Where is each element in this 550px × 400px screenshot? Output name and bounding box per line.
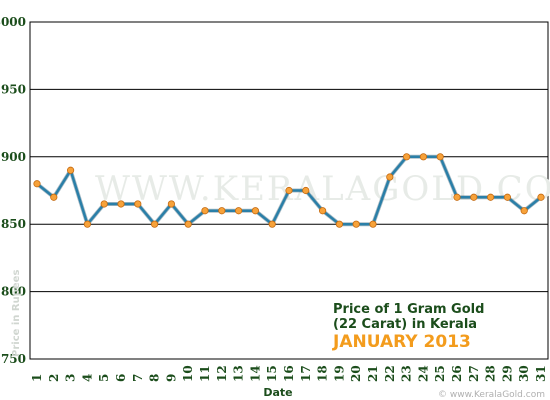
x-tick-label: 25 (433, 365, 447, 382)
annotation-line-2: (22 Carat) in Kerala (333, 317, 477, 332)
x-tick-label: 2 (47, 374, 61, 382)
data-point (134, 200, 142, 208)
x-tick-label: 22 (383, 365, 397, 382)
y-tick-label: 3000 (0, 15, 26, 29)
data-point (352, 220, 360, 228)
data-point (335, 220, 343, 228)
data-point (268, 220, 276, 228)
data-point (50, 193, 58, 201)
x-tick-label: 12 (215, 365, 229, 382)
data-point (184, 220, 192, 228)
x-tick-label: 20 (349, 365, 363, 382)
x-tick-label: 24 (416, 365, 430, 382)
x-tick-label: 23 (400, 365, 414, 382)
data-point (285, 186, 293, 195)
y-tick-label: 2900 (0, 150, 26, 164)
x-tick-label: 30 (517, 365, 531, 382)
x-tick-label: 15 (265, 365, 279, 382)
data-point (453, 193, 461, 201)
x-tick-label: 1 (30, 374, 44, 382)
x-tick-label: 28 (484, 365, 498, 382)
price-series (33, 153, 545, 228)
x-tick-label: 9 (164, 374, 178, 382)
data-point (419, 153, 427, 161)
y-tick-label: 2950 (0, 82, 26, 96)
watermark-text: WWW.KERALAGOLD.COM (95, 169, 550, 209)
x-tick-label: 26 (450, 365, 464, 382)
data-point (235, 207, 243, 215)
data-point (386, 173, 394, 181)
x-axis-ticks: 1 2 3 4 5 6 7 8 9 10 11 12 13 14 15 16 17 18 19 20 21 22 23 24 2… (30, 365, 548, 382)
data-point (402, 153, 411, 161)
x-tick-label: 31 (534, 365, 548, 382)
x-tick-label: 5 (97, 374, 111, 382)
data-point (117, 200, 125, 208)
x-tick-label: 21 (366, 365, 380, 382)
x-tick-label: 11 (198, 365, 212, 382)
data-point (318, 207, 327, 215)
x-tick-label: 18 (316, 365, 330, 382)
y-axis-label: Price in Rupees (11, 270, 22, 357)
x-tick-label: 29 (500, 365, 514, 382)
data-point (67, 166, 75, 174)
data-point (218, 207, 226, 215)
x-axis-label: Date (263, 386, 292, 399)
x-tick-label: 14 (248, 365, 262, 382)
x-tick-label: 27 (467, 365, 481, 382)
x-tick-label: 13 (232, 365, 246, 382)
x-tick-label: 19 (332, 365, 346, 382)
data-point (151, 220, 159, 228)
footer-credit: © www.KeralaGold.com (438, 390, 545, 400)
x-tick-label: 16 (282, 365, 296, 382)
data-point (83, 220, 92, 228)
x-tick-label: 3 (64, 374, 78, 382)
data-point (537, 193, 545, 201)
data-point (503, 193, 511, 201)
x-tick-label: 10 (181, 365, 195, 382)
grid-lines (30, 88, 548, 293)
data-point (470, 193, 478, 201)
data-point (100, 200, 108, 208)
data-point (486, 193, 495, 201)
x-tick-label: 8 (148, 374, 162, 382)
x-tick-label: 4 (80, 374, 94, 382)
annotation-line-1: Price of 1 Gram Gold (333, 302, 484, 317)
y-tick-label: 2800 (0, 285, 26, 299)
data-point (167, 200, 175, 208)
x-tick-label: 7 (131, 374, 145, 382)
data-point (251, 207, 259, 215)
x-tick-label: 17 (299, 365, 313, 382)
data-point (201, 207, 209, 215)
data-point (369, 220, 377, 228)
data-point (520, 207, 528, 215)
y-tick-label: 2850 (0, 217, 26, 231)
annotation-period: JANUARY 2013 (332, 332, 471, 352)
y-tick-label: 2750 (0, 352, 26, 366)
y-axis-ticks: 2750 2800 2850 2900 2950 3000 (0, 15, 26, 366)
data-point (436, 153, 444, 161)
x-tick-label: 6 (114, 374, 128, 382)
data-point (33, 180, 41, 188)
data-point (302, 186, 310, 195)
